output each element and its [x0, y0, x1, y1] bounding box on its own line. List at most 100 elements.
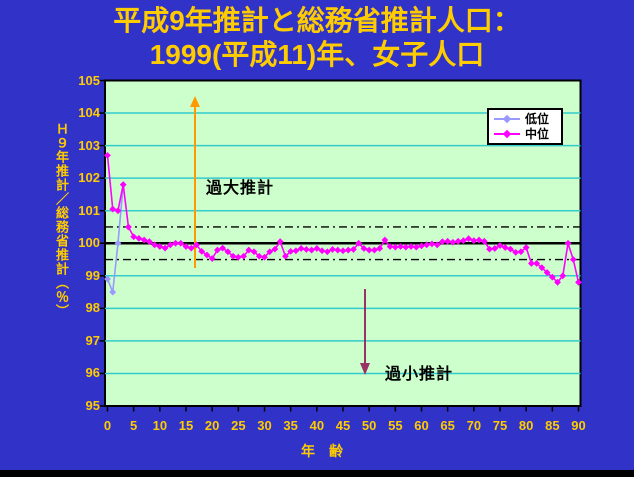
- series-mid-marker: [313, 245, 321, 252]
- series-mid-marker: [397, 243, 404, 250]
- series-mid-marker: [229, 252, 237, 260]
- series-mid-marker: [219, 244, 227, 252]
- series-mid-marker: [145, 238, 153, 246]
- series-mid-marker: [292, 247, 300, 255]
- x-tick-label: 25: [231, 418, 246, 433]
- x-tick-label: 50: [361, 418, 377, 433]
- series-mid-marker: [365, 246, 373, 254]
- x-tick-label: 55: [388, 418, 403, 433]
- series-mid-marker: [334, 246, 342, 254]
- x-tick-label: 5: [130, 418, 138, 433]
- series-mid-marker: [433, 241, 441, 249]
- series-mid-marker: [512, 248, 520, 256]
- series-mid-marker: [187, 244, 195, 252]
- y-tick-label: 102: [78, 170, 100, 186]
- series-mid-marker: [475, 236, 483, 244]
- series-mid-marker: [287, 247, 295, 255]
- series-mid-marker: [344, 246, 352, 254]
- series-mid-marker: [271, 245, 279, 253]
- y-tick-label: 96: [85, 365, 100, 381]
- x-tick-label: 30: [257, 418, 272, 433]
- y-tick-label: 98: [85, 300, 100, 316]
- series-mid-marker: [119, 181, 127, 189]
- series-mid-marker: [208, 255, 216, 262]
- series-mid-marker: [444, 237, 452, 245]
- series-mid-marker: [203, 251, 211, 259]
- series-mid-marker: [522, 244, 530, 251]
- series-mid-marker: [391, 243, 399, 251]
- series-mid-marker: [360, 245, 368, 252]
- legend-item-mid: 中位: [489, 128, 561, 140]
- y-tick-label: 105: [78, 72, 100, 88]
- series-low-line: [106, 184, 124, 293]
- series-mid-marker: [245, 246, 253, 254]
- series-mid-marker: [538, 264, 546, 272]
- y-tick-label: 99: [85, 267, 100, 283]
- x-tick-label: 85: [545, 418, 560, 433]
- chart-title: 平成9年推計と総務省推計人口： 1999(平成11)年、女子人口: [0, 4, 634, 72]
- series-mid-marker: [428, 240, 436, 248]
- series-mid-marker: [470, 237, 478, 245]
- legend-label-mid: 中位: [525, 127, 550, 141]
- series-mid-marker: [161, 244, 169, 252]
- series-mid-marker: [548, 273, 556, 281]
- series-mid-marker: [480, 237, 488, 245]
- series-mid-marker: [517, 248, 525, 256]
- x-tick-label: 90: [571, 418, 586, 433]
- series-mid-marker: [114, 207, 122, 215]
- x-tick-label: 35: [283, 418, 298, 433]
- y-tick-label: 100: [78, 235, 100, 251]
- x-tick-label: 40: [309, 418, 325, 433]
- series-mid-marker: [507, 245, 514, 253]
- annotation-underestimate: 過小推計: [385, 366, 454, 383]
- legend-marker-low-icon: [494, 114, 520, 124]
- series-mid-marker: [172, 239, 179, 247]
- series-mid-marker: [240, 252, 247, 260]
- series-mid-marker: [575, 278, 582, 286]
- x-tick-label: 60: [414, 418, 429, 433]
- series-mid-marker: [130, 233, 138, 241]
- series-mid-marker: [182, 243, 190, 250]
- series-mid-marker: [156, 243, 164, 250]
- series-mid-marker: [297, 245, 305, 252]
- series-mid-marker: [255, 252, 263, 260]
- series-mid-marker: [559, 272, 567, 280]
- series-mid-marker: [418, 242, 425, 250]
- series-mid-marker: [376, 245, 384, 252]
- x-axis-title: 年 齢: [301, 443, 343, 459]
- series-mid-marker: [276, 238, 284, 246]
- series-mid-marker: [439, 238, 446, 246]
- series-mid-marker: [177, 239, 185, 247]
- series-mid-marker: [261, 253, 268, 261]
- series-mid-marker: [355, 239, 363, 247]
- series-mid-marker: [527, 260, 535, 267]
- series-mid-marker: [318, 247, 326, 255]
- series-mid-marker: [339, 247, 347, 255]
- y-tick-label: 95: [85, 398, 100, 413]
- series-mid-marker: [459, 237, 467, 245]
- x-tick-label: 20: [204, 418, 220, 433]
- x-tick-label: 65: [440, 418, 455, 433]
- series-mid-marker: [449, 238, 457, 246]
- series-mid-marker: [266, 248, 274, 256]
- series-mid-marker: [213, 246, 221, 254]
- x-tick-label: 15: [178, 418, 194, 433]
- legend-item-low: 低位: [489, 113, 561, 125]
- series-mid-marker: [250, 248, 258, 256]
- series-mid-marker: [135, 234, 143, 242]
- bottom-black-bar: [0, 470, 634, 477]
- series-low-marker: [104, 275, 111, 283]
- series-mid-marker: [454, 237, 462, 245]
- series-mid-marker: [543, 269, 551, 276]
- x-tick-label: 70: [466, 418, 482, 433]
- series-mid-marker: [370, 246, 378, 254]
- x-tick-label: 0: [103, 418, 112, 433]
- y-axis-title: Ｈ９年推計／総務省推計（％）: [54, 122, 69, 318]
- series-mid-marker: [381, 236, 389, 244]
- series-mid-marker: [323, 248, 331, 256]
- series-mid-marker: [491, 245, 499, 252]
- series-mid-marker: [350, 246, 357, 253]
- series-mid-marker: [386, 243, 394, 250]
